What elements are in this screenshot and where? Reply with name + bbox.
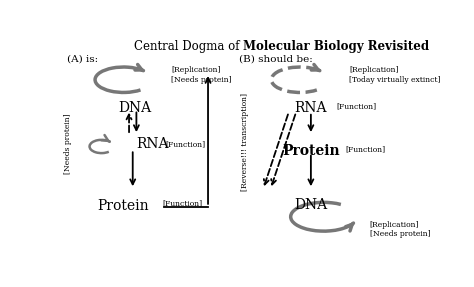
Text: RNA: RNA: [295, 101, 327, 115]
Text: Molecular Biology Revisited: Molecular Biology Revisited: [243, 40, 429, 53]
Text: DNA: DNA: [118, 101, 151, 115]
Text: [Reverse!!! transcription]: [Reverse!!! transcription]: [241, 93, 249, 191]
Text: Protein: Protein: [98, 199, 149, 213]
Text: DNA: DNA: [294, 198, 328, 212]
Text: Protein: Protein: [282, 144, 340, 158]
Text: [Function]: [Function]: [166, 140, 206, 148]
Text: [Needs protein]: [Needs protein]: [64, 114, 73, 174]
Text: (B) should be:: (B) should be:: [239, 54, 313, 63]
Text: [Function]: [Function]: [337, 102, 377, 110]
Text: Central Dogma of: Central Dogma of: [134, 40, 243, 53]
Text: (A) is:: (A) is:: [66, 54, 98, 63]
Text: [Function]: [Function]: [346, 145, 386, 153]
Text: [Replication]
[Today virtually extinct]: [Replication] [Today virtually extinct]: [349, 67, 441, 84]
Text: [Replication]
[Needs protein]: [Replication] [Needs protein]: [171, 67, 232, 84]
Text: RNA: RNA: [137, 137, 169, 151]
Text: [Replication]
[Needs protein]: [Replication] [Needs protein]: [370, 221, 430, 238]
Text: [Function]: [Function]: [162, 199, 202, 207]
